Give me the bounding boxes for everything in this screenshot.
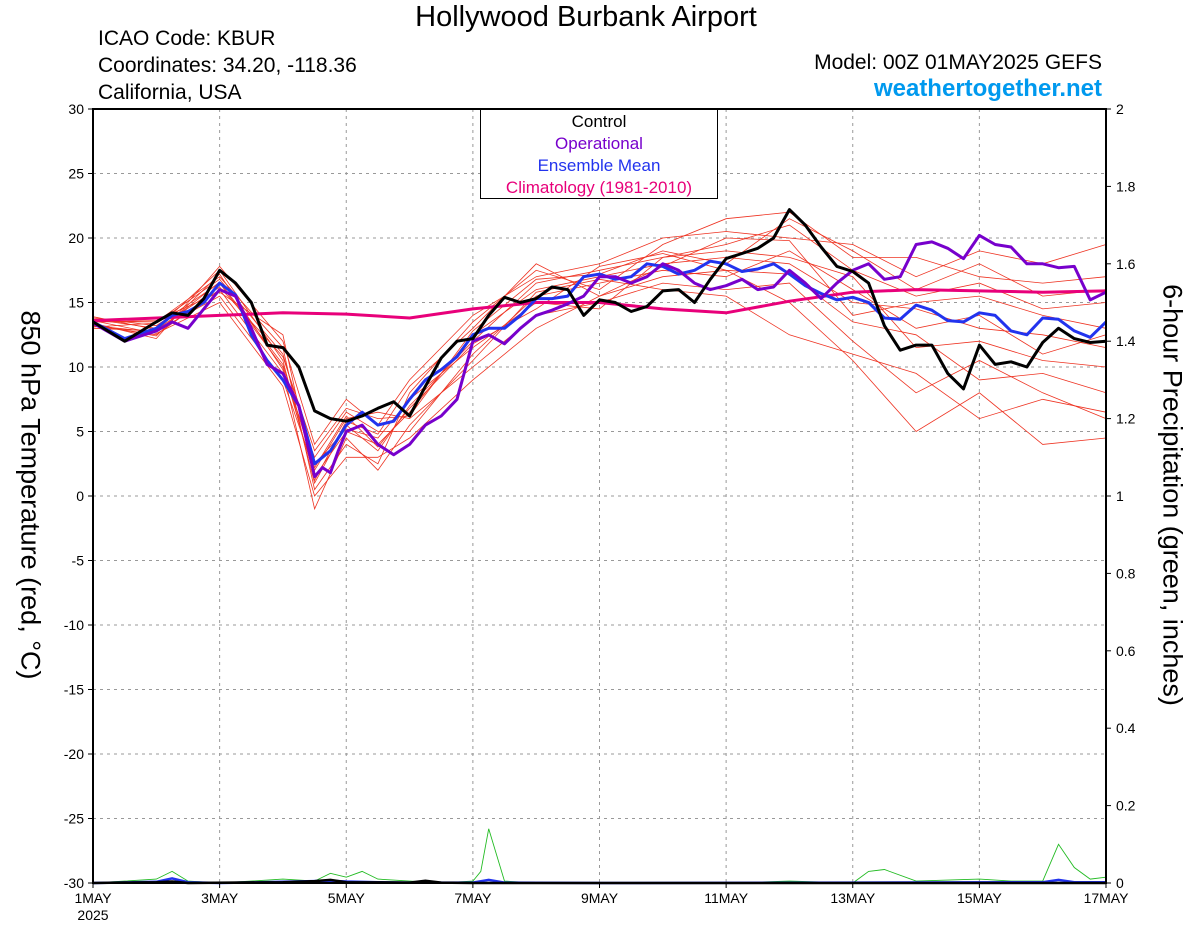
- y2-tick-label: 0.4: [1116, 720, 1136, 736]
- gridlines: [93, 109, 1106, 883]
- y-tick-label: -5: [72, 553, 85, 569]
- x-tick-label: 7MAY: [454, 890, 492, 906]
- left-axis-ticks: -30 -25 -20 -15 -10 -5 0 5 10 15 20 25 30: [64, 101, 93, 891]
- member-line: [92, 273, 1107, 511]
- legend-mean: Ensemble Mean: [537, 156, 661, 175]
- member-line: [92, 231, 1107, 446]
- member-line: [92, 224, 1107, 485]
- site-link[interactable]: weathertogether.net: [873, 75, 1102, 102]
- legend-control: Control: [571, 112, 627, 131]
- series-lines: [92, 208, 1108, 479]
- model-run: Model: 00Z 01MAY2025 GEFS: [814, 51, 1102, 74]
- x-tick-label: 9MAY: [581, 890, 619, 906]
- legend: Control Operational Ensemble Mean Climat…: [480, 109, 718, 199]
- y2-tick-label: 0: [1116, 875, 1124, 891]
- y-tick-label: -10: [64, 617, 84, 633]
- coordinates: Coordinates: 34.20, -118.36: [98, 54, 357, 77]
- y-tick-label: -15: [64, 682, 84, 698]
- member-line: [92, 269, 1107, 497]
- y-tick-label: 20: [68, 230, 84, 246]
- x-tick-label: 13MAY: [830, 890, 876, 906]
- y-tick-label: 0: [76, 488, 84, 504]
- y-tick-label: 10: [68, 359, 84, 375]
- y-tick-label: -30: [64, 875, 84, 891]
- legend-operational: Operational: [555, 134, 643, 153]
- member-line: [92, 237, 1107, 482]
- x-tick-label: 3MAY: [201, 890, 239, 906]
- y-tick-label: -25: [64, 811, 84, 827]
- y-tick-label: -20: [64, 746, 84, 762]
- x-tick-label: 5MAY: [328, 890, 366, 906]
- x-tick-label: 15MAY: [957, 890, 1003, 906]
- x-tick-label: 1MAY: [74, 890, 112, 906]
- y-tick-label: 15: [68, 295, 84, 311]
- right-axis-ticks: 0 0.2 0.4 0.6 0.8 1 1.2 1.4 1.6 1.8 2: [1106, 101, 1136, 891]
- y2-tick-label: 1.6: [1116, 256, 1136, 272]
- icao-code: ICAO Code: KBUR: [98, 27, 276, 50]
- series-line: [92, 259, 1108, 466]
- y2-tick-label: 1: [1116, 488, 1124, 504]
- y2-tick-label: 1.4: [1116, 333, 1136, 349]
- x-axis-ticks: 1MAY2025 3MAY 5MAY 7MAY 9MAY 11MAY 13MAY 15MAY 1…: [74, 883, 1129, 923]
- series-line: [92, 288, 1107, 323]
- y-axis-label-right: 6-hour Precipitation (green, inches): [1157, 284, 1188, 706]
- y-axis-label-left: 850 hPa Temperature (red, °C): [15, 310, 46, 680]
- chart-title: Hollywood Burbank Airport: [415, 1, 757, 33]
- x-tick-label: 11MAY: [704, 890, 748, 906]
- member-line: [92, 256, 1107, 478]
- x-tick-label: 17MAY: [1084, 890, 1130, 906]
- y2-tick-label: 1.2: [1116, 411, 1136, 427]
- member-line: [92, 253, 1107, 469]
- y2-tick-label: 0.8: [1116, 565, 1136, 581]
- y2-tick-label: 0.2: [1116, 798, 1136, 814]
- y-tick-label: 30: [68, 101, 84, 117]
- y2-tick-label: 0.6: [1116, 643, 1136, 659]
- series-line: [92, 233, 1107, 479]
- y2-tick-label: 1.8: [1116, 178, 1136, 194]
- y-tick-label: 5: [76, 424, 84, 440]
- series-line: [92, 208, 1107, 423]
- y2-tick-label: 2: [1116, 101, 1124, 117]
- legend-climo: Climatology (1981-2010): [505, 178, 693, 197]
- y-tick-label: 25: [68, 166, 84, 182]
- region: California, USA: [98, 81, 242, 104]
- x-tick-sublabel: 2025: [77, 907, 108, 923]
